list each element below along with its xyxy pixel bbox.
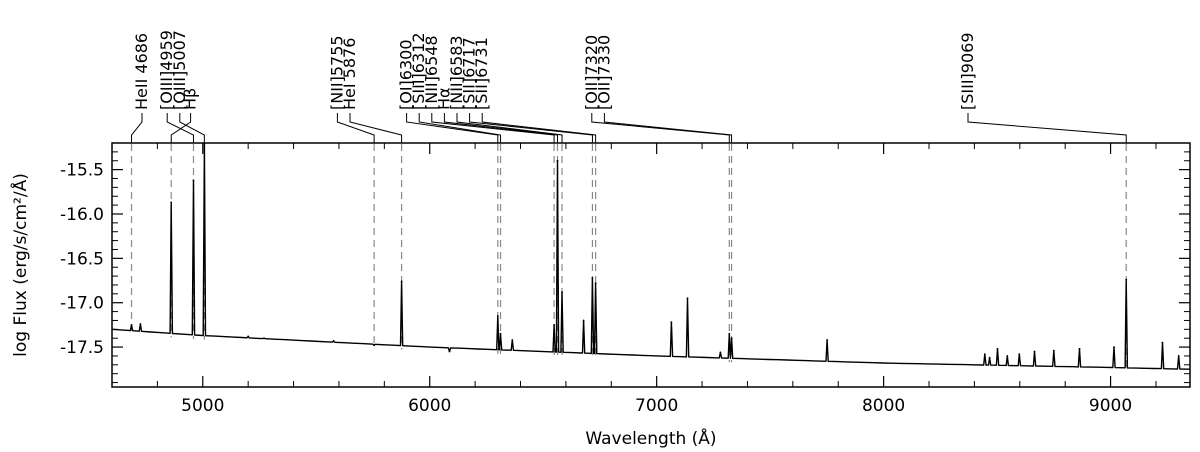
spectrum-peak [1177,355,1180,357]
spectrum-peak [130,324,133,326]
spectrum-peak [1161,341,1164,344]
y-tick-label: -17.5 [60,338,104,358]
spectrum-peak [983,353,986,356]
line-label: [OIII]4959 [157,30,176,110]
spectrum-peak [591,277,594,279]
y-tick-label: -16.5 [60,249,104,269]
spectrum-peak [192,179,195,182]
spectrum-peak [719,351,722,354]
line-label: [OI]6300 [397,39,416,110]
line-label: [SII]6717 [460,37,479,110]
y-tick-label: -15.5 [60,161,104,181]
y-axis-title: log Flux (erg/s/cm²/Å) [9,173,31,357]
line-label: [NII]5755 [327,35,346,110]
line-label: HeI 5876 [340,38,359,110]
x-axis-title: Wavelength (Å) [585,427,716,449]
spectrum-peak [1078,347,1081,350]
x-tick-label: 8000 [862,396,905,416]
label-leader [166,113,194,143]
spectrum-peak [582,319,585,322]
line-label: [OIII]5007 [170,30,189,110]
line-label: [SIII]9069 [958,32,977,110]
label-leader [179,113,205,143]
label-leader [456,113,563,143]
spectrum-peak [499,332,502,335]
spectrum-peak [730,337,733,340]
y-tick-label: -16.0 [60,205,104,225]
spectrum-peak [826,339,828,341]
x-tick-label: 6000 [408,396,451,416]
spectrum-peak [1052,349,1055,352]
spectrum-line [111,142,1191,370]
label-leader [443,113,558,143]
spectrum-peak [988,356,991,359]
spectrum-peak [1018,353,1021,356]
line-label: [OII]7330 [594,35,613,110]
spectrum-peak [247,335,250,338]
label-leader [469,113,593,143]
line-label: Hβ [181,88,200,110]
label-leader [591,113,730,143]
spectrum-peak [448,350,451,353]
label-leader [406,113,499,143]
spectrum-peak [996,347,999,350]
line-label: HeII 4686 [132,33,151,110]
label-leader [131,113,143,143]
label-leader [336,113,375,143]
spectrum-peak [263,337,265,340]
spectrum-peak [1113,346,1115,348]
spectrum-peak [556,159,559,162]
spectrum-peak [1033,350,1036,353]
spectrum-peak [686,297,689,300]
spectrum-peak [1006,355,1009,357]
x-tick-label: 9000 [1089,396,1132,416]
label-leader [349,113,403,143]
spectrum-peak [594,282,597,285]
label-leader [967,113,1127,143]
line-label: [NII]6548 [422,35,441,110]
spectrum-peak [670,321,673,324]
spectrum-peak [332,340,335,342]
spectrum-peak [511,339,514,341]
spectrum-peak [1125,278,1128,281]
spectrum-peak [496,315,499,317]
spectrum-peak [170,201,173,204]
y-axis: -15.5 -16.0 -16.5 -17.0 -17.5 [60,151,1190,384]
spectrum-peak [561,291,563,293]
label-leader [431,113,555,143]
y-tick-label: -17.0 [60,294,104,314]
spectrum-peak [139,323,142,325]
spectrum-peak [400,280,403,283]
spectrum-layer [111,142,1191,370]
x-axis: 5000 6000 7000 8000 9000 [111,143,1157,416]
spectrum-peak [373,344,375,347]
spectrum-peak [553,324,555,326]
line-annotations: HeII 4686 Hβ [OIII]4959[OIII]5007 [NII]5755… [130,30,1127,372]
label-leader [418,113,502,143]
line-label: [SII]6731 [472,37,491,110]
line-label: [OII]7320 [582,35,601,110]
line-label: [NII]6583 [447,35,466,110]
line-label: [SIII]6312 [409,32,428,110]
x-tick-label: 7000 [635,396,678,416]
plot-frame [111,142,1191,388]
label-leader [170,113,192,143]
label-leader [481,113,597,143]
line-label: Hα [434,87,453,110]
label-leader [603,113,733,143]
x-tick-label: 5000 [181,396,224,416]
spectrum-peak [728,332,731,335]
